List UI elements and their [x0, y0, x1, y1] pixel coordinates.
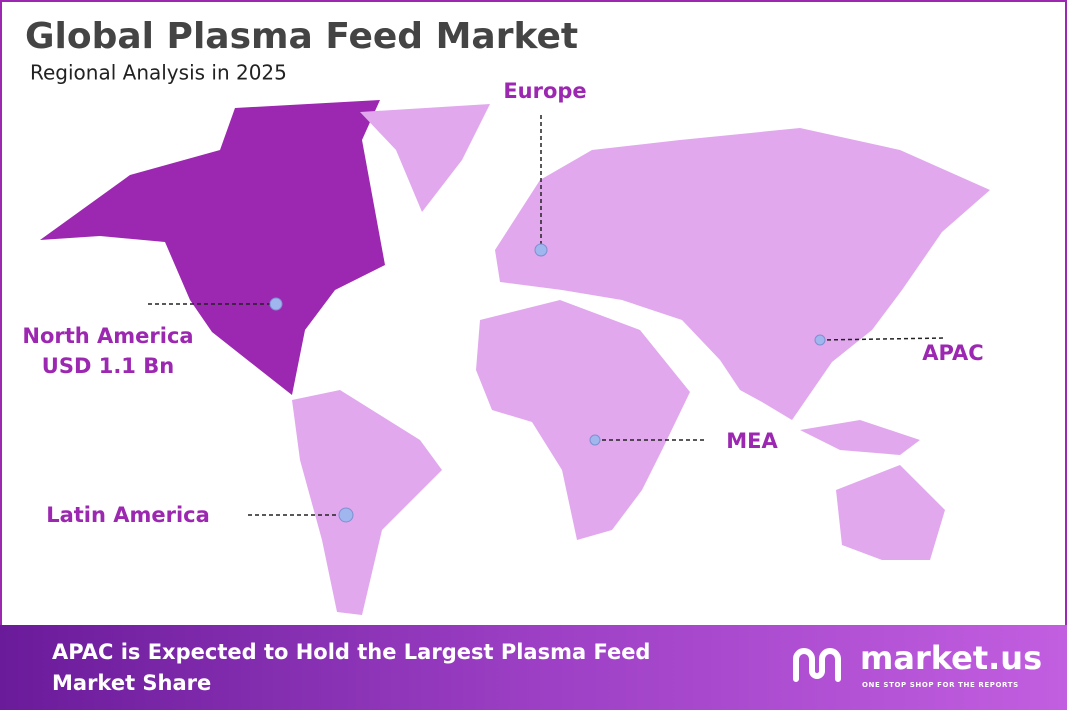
region-label: MEA [726, 429, 778, 453]
region-value: USD 1.1 Bn [42, 354, 174, 378]
islands [800, 420, 920, 455]
greenland [360, 104, 490, 212]
marker [269, 297, 283, 311]
north-america [40, 100, 385, 395]
logo-shape [793, 648, 841, 682]
region-label: North America [22, 324, 193, 348]
marker [338, 507, 354, 523]
logo-tagline: ONE STOP SHOP FOR THE REPORTS [862, 681, 1019, 689]
subtitle: Regional Analysis in 2025 [30, 61, 287, 85]
australia [836, 465, 945, 560]
markers [269, 243, 826, 523]
marker [534, 243, 548, 257]
region-label: APAC [922, 341, 983, 365]
eurasia [495, 128, 990, 420]
logo-name: market.us [860, 639, 1043, 677]
region-label: Latin America [46, 503, 210, 527]
continents [40, 100, 990, 615]
latin-america [292, 390, 442, 615]
region-label: Europe [503, 79, 586, 103]
title: Global Plasma Feed Market [25, 16, 578, 57]
logo-icon [793, 648, 841, 682]
africa [476, 300, 690, 540]
map: Global Plasma Feed Market Regional Analy… [0, 0, 1067, 625]
marker [814, 334, 826, 346]
leaders [148, 115, 946, 516]
marker [589, 434, 601, 446]
footer: APAC is Expected to Hold the Largest Pla… [0, 625, 1067, 710]
footer-text: APAC is Expected to Hold the Largest Pla… [52, 640, 651, 695]
frame [0, 0, 1067, 625]
